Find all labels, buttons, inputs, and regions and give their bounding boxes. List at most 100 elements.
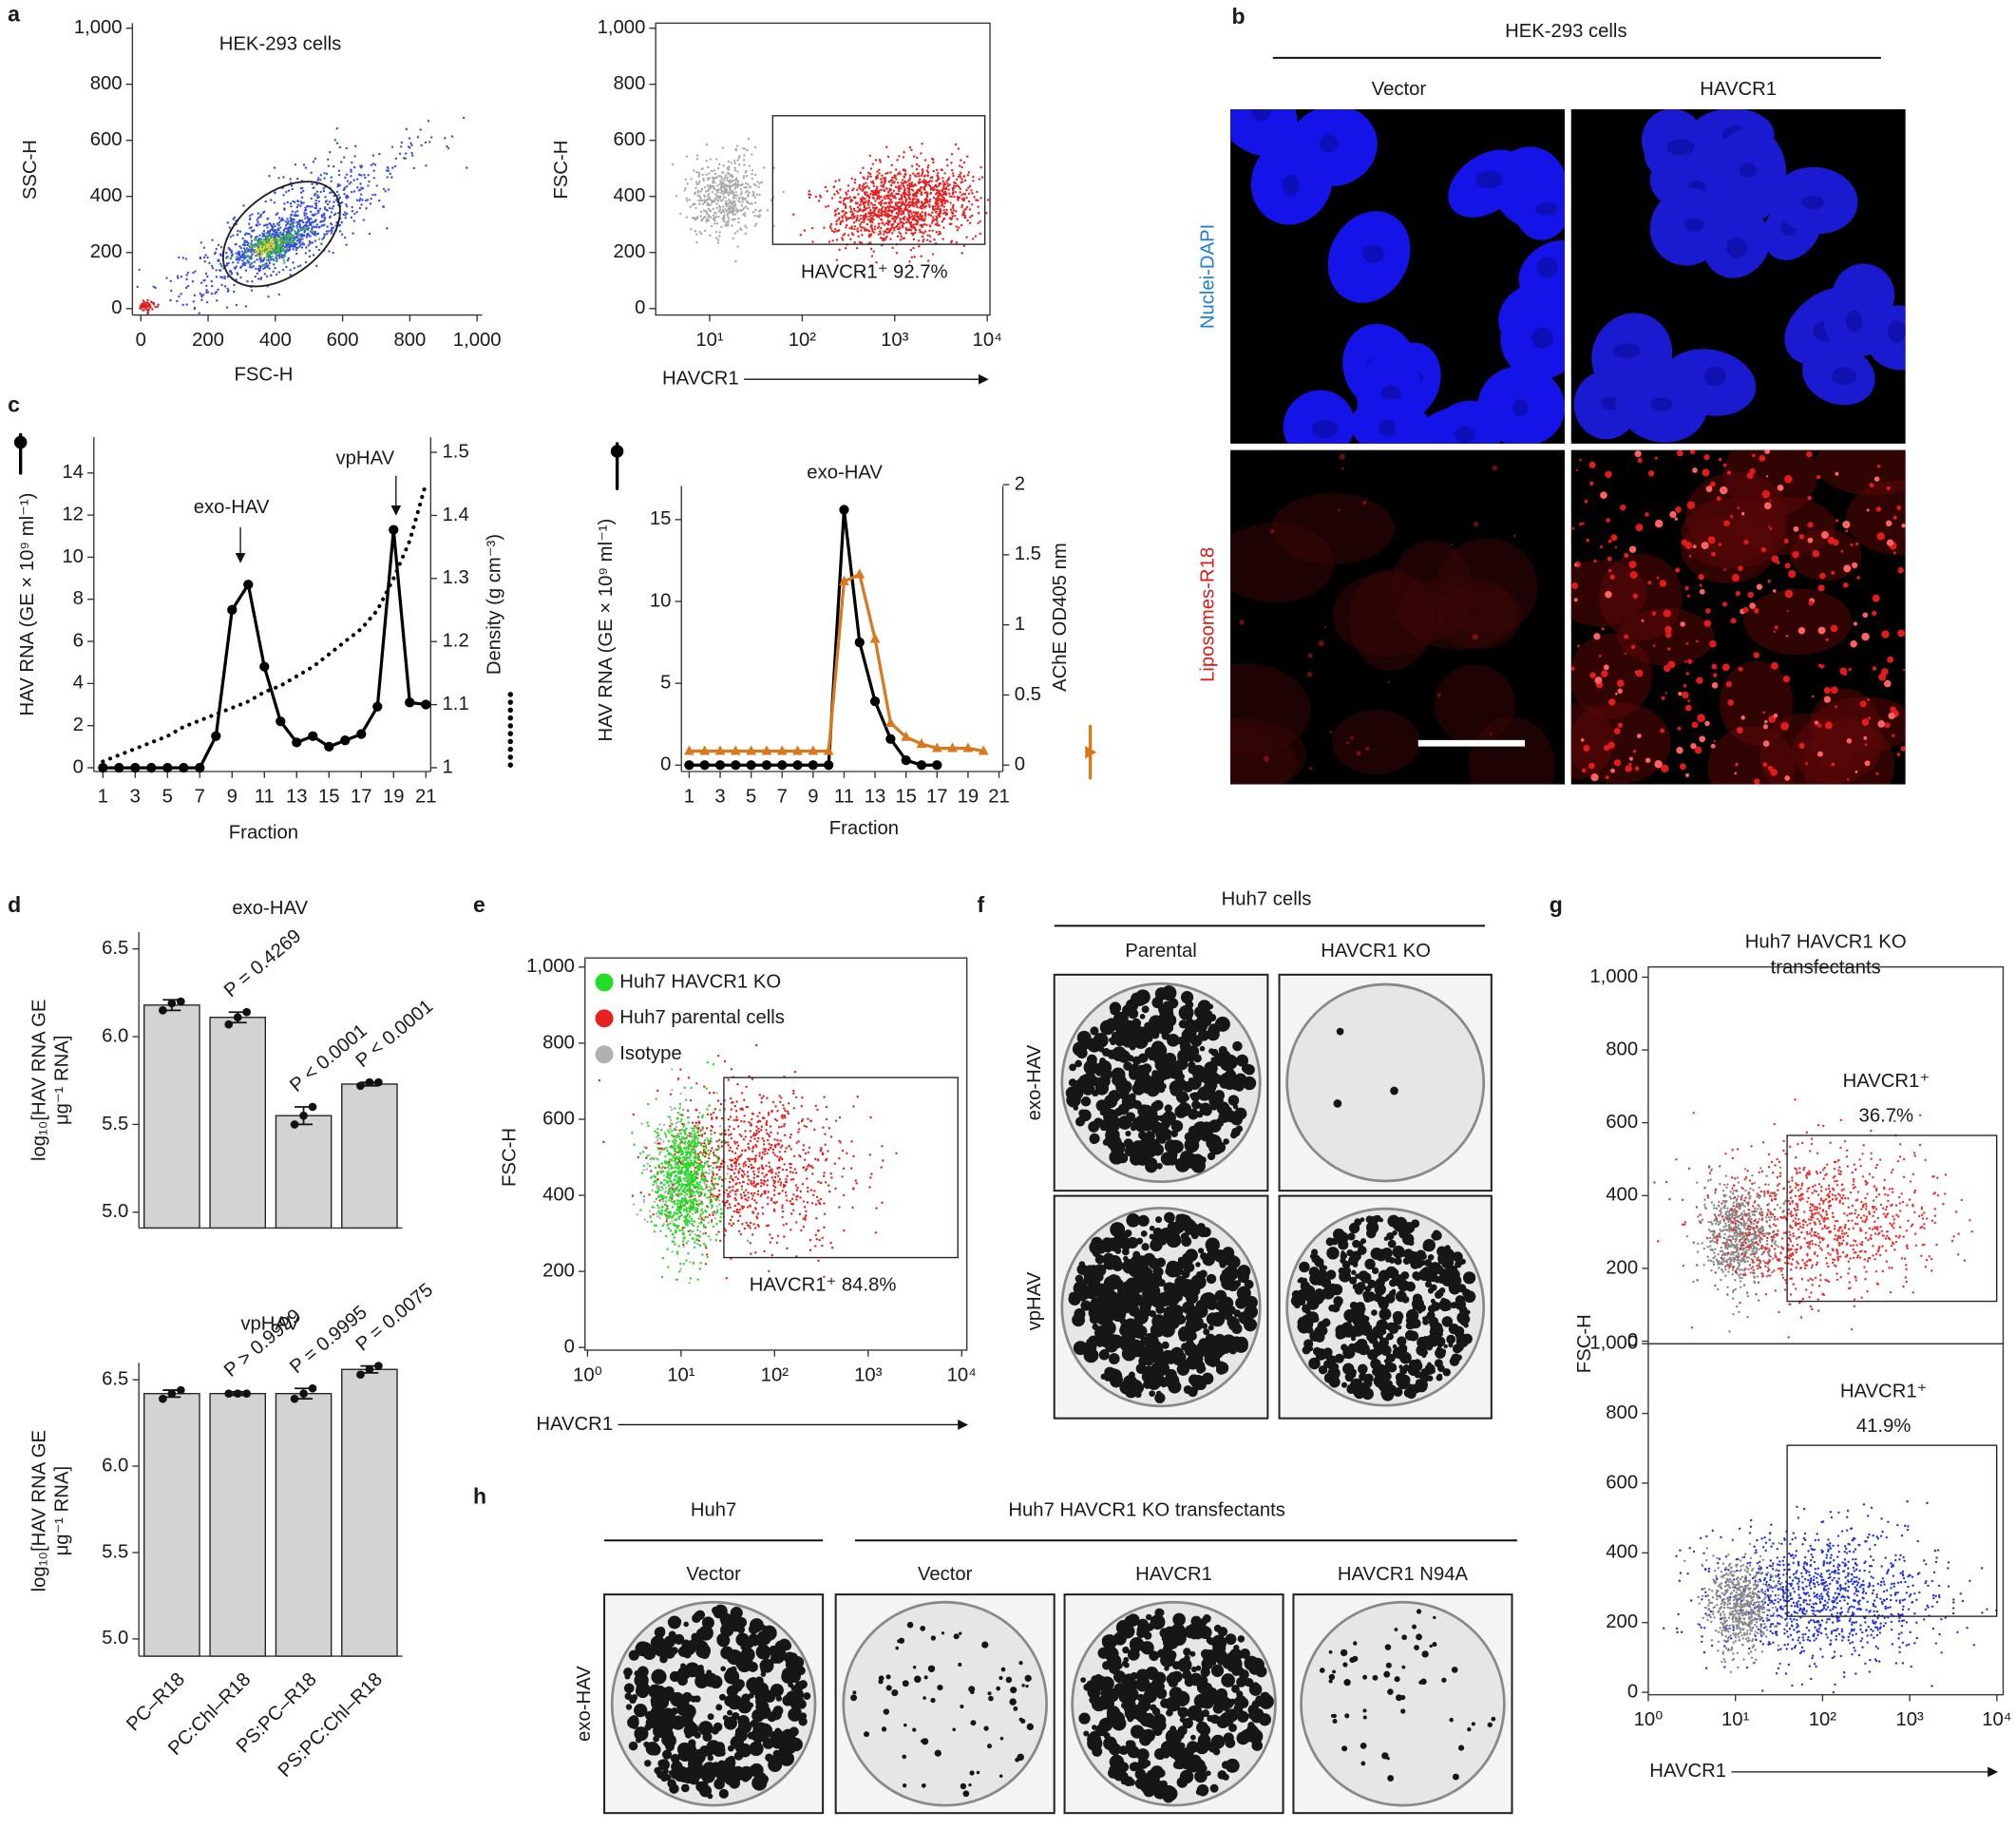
event-dot xyxy=(766,1152,769,1155)
event-dot xyxy=(751,1194,754,1197)
event-dot xyxy=(272,246,276,249)
event-dot xyxy=(304,224,308,227)
event-dot xyxy=(908,177,912,180)
event-dot xyxy=(676,1111,679,1115)
event-dot xyxy=(288,238,291,241)
event-dot xyxy=(929,186,933,190)
event-dot xyxy=(723,1059,727,1063)
event-dot xyxy=(299,204,302,208)
event-dot xyxy=(884,238,886,241)
event-dot xyxy=(327,230,331,233)
event-dot xyxy=(848,205,852,208)
event-dot xyxy=(770,1110,773,1114)
event-dot xyxy=(717,215,720,219)
event-dot xyxy=(688,1233,692,1236)
event-dot xyxy=(785,1194,788,1197)
event-dot xyxy=(736,1125,740,1128)
event-dot xyxy=(713,1132,716,1134)
event-dot xyxy=(882,238,884,242)
event-dot xyxy=(772,1184,775,1187)
event-dot xyxy=(846,197,849,200)
x-tick-label: 3 xyxy=(714,786,725,807)
event-dot xyxy=(856,215,859,218)
event-dot xyxy=(752,1170,755,1173)
event-dot xyxy=(732,1210,735,1213)
event-dot xyxy=(279,256,283,259)
replicate-dot xyxy=(308,1383,317,1393)
event-dot xyxy=(743,215,747,218)
event-dot xyxy=(763,1249,766,1253)
event-dot xyxy=(889,179,893,182)
event-dot xyxy=(295,239,299,242)
event-dot xyxy=(698,180,701,183)
event-dot xyxy=(146,308,150,311)
event-dot xyxy=(276,233,279,237)
event-dot xyxy=(330,176,333,179)
event-dot xyxy=(285,230,288,234)
event-dot xyxy=(944,186,948,190)
event-dot xyxy=(882,183,885,186)
event-dot xyxy=(774,1172,778,1175)
event-dot xyxy=(733,213,737,216)
event-dot xyxy=(290,204,293,208)
event-dot xyxy=(936,174,939,177)
event-dot xyxy=(350,170,352,173)
x-tick-label: 600 xyxy=(327,330,359,351)
event-dot xyxy=(732,1179,735,1182)
event-dot xyxy=(699,210,703,214)
y-tick-label: 2 xyxy=(73,715,84,735)
event-dot xyxy=(789,1135,791,1139)
event-dot xyxy=(806,1201,809,1204)
event-dot xyxy=(286,218,289,220)
event-dot xyxy=(319,174,323,177)
event-dot xyxy=(954,181,957,184)
bar xyxy=(341,1368,398,1657)
event-dot xyxy=(841,1175,844,1178)
event-dot xyxy=(753,196,757,199)
point xyxy=(916,760,927,771)
event-dot xyxy=(219,262,222,266)
event-dot xyxy=(728,1222,731,1226)
event-dot xyxy=(867,199,870,202)
event-dot xyxy=(257,212,259,215)
replicate-dot xyxy=(242,1007,251,1017)
event-dot xyxy=(722,209,725,213)
event-dot xyxy=(874,207,877,211)
event-dot xyxy=(950,168,954,172)
event-dot xyxy=(753,1207,757,1210)
event-dot xyxy=(275,213,277,217)
event-dot xyxy=(766,1196,770,1199)
event-dot xyxy=(705,1147,708,1150)
event-dot xyxy=(803,1124,806,1128)
event-dot xyxy=(710,216,713,219)
y-tick-label: 800 xyxy=(614,73,646,94)
event-dot xyxy=(210,292,214,295)
event-dot xyxy=(922,202,925,205)
event-dot xyxy=(887,181,891,183)
y-tick-label: 5 xyxy=(660,672,671,693)
event-dot xyxy=(289,202,293,205)
event-dot xyxy=(736,170,739,173)
event-dot xyxy=(180,293,182,295)
y-tick-label: 10 xyxy=(62,546,84,567)
event-dot xyxy=(931,253,935,256)
event-dot xyxy=(743,185,746,189)
event-dot xyxy=(868,1153,872,1156)
replicate-dot xyxy=(242,1389,251,1399)
event-dot xyxy=(941,219,944,223)
event-dot xyxy=(306,218,310,220)
event-dot xyxy=(857,193,860,196)
event-dot xyxy=(700,167,704,171)
event-dot xyxy=(965,205,969,209)
event-dot xyxy=(305,234,309,237)
event-dot xyxy=(818,1201,821,1205)
event-dot xyxy=(820,1181,823,1185)
y-axis-label: SSC-H xyxy=(20,140,41,200)
event-dot xyxy=(773,1180,777,1183)
event-dot xyxy=(277,257,281,259)
event-dot xyxy=(896,227,900,231)
event-dot xyxy=(290,218,293,221)
event-dot xyxy=(734,1162,737,1165)
event-dot xyxy=(926,166,929,169)
event-dot xyxy=(217,288,219,291)
